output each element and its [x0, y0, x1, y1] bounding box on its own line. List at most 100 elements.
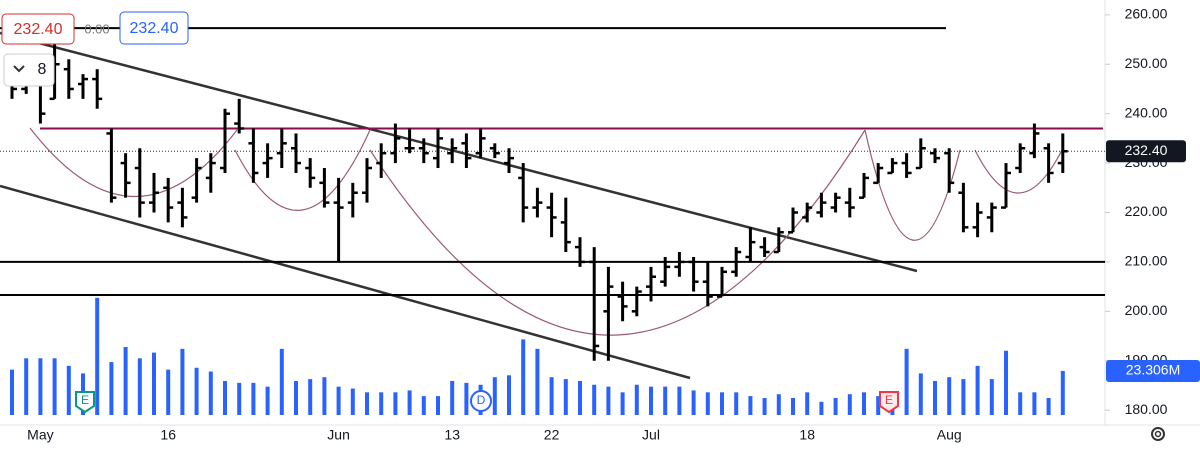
cup-arc: [234, 129, 371, 211]
event-label: E: [885, 393, 893, 407]
volume-bar: [776, 394, 781, 415]
settings-icon[interactable]: [1151, 427, 1165, 441]
volume-bar: [208, 371, 213, 415]
y-tick-label: 220.00: [1125, 203, 1168, 219]
volume-bar: [649, 386, 653, 415]
volume-bar: [862, 392, 866, 415]
volume-bar: [436, 396, 440, 415]
volume-bar: [634, 384, 639, 415]
y-tick-label: 210.00: [1125, 253, 1168, 269]
volume-bar: [393, 392, 398, 415]
x-tick-label: May: [27, 427, 53, 443]
legend-box: [119, 11, 189, 45]
gear-icon: [1151, 427, 1165, 441]
volume-bar: [294, 380, 298, 415]
volume-bar: [606, 386, 611, 415]
chevron-icon: [13, 65, 25, 73]
y-tick-label: 260.00: [1125, 6, 1168, 22]
volume-bar: [38, 358, 43, 415]
volume-bar: [535, 348, 540, 415]
event-label: D: [477, 393, 486, 407]
volume-bar: [961, 379, 966, 415]
legend-value: 232.40: [130, 20, 179, 37]
volume-bar: [52, 358, 57, 415]
event-marker: [470, 390, 492, 412]
volume-bar: [734, 392, 739, 415]
volume-bar: [677, 386, 682, 415]
volume-bar: [805, 392, 810, 415]
y-tick-label: 250.00: [1125, 55, 1168, 71]
y-tick-label: 180.00: [1125, 401, 1168, 417]
volume-bar: [137, 358, 142, 415]
volume-bar: [876, 396, 881, 415]
x-tick-label: Jul: [642, 427, 660, 443]
trend-line: [0, 184, 691, 380]
event-marker: [75, 391, 95, 414]
volume-bar: [24, 358, 29, 415]
volume-bar: [123, 346, 128, 415]
volume-bar: [308, 379, 313, 415]
volume-bar: [947, 377, 952, 415]
volume-bar: [1004, 350, 1008, 415]
x-tick-label: 13: [444, 427, 460, 443]
volume-bar: [705, 392, 710, 415]
interval-button[interactable]: [3, 53, 55, 87]
volume-bar: [421, 396, 426, 415]
cup-arc: [974, 149, 1063, 194]
legend: 232.40 0.00 232.40 8: [1, 11, 189, 87]
volume-bar: [762, 397, 767, 415]
volume-bar: [322, 377, 327, 415]
volume-bar: [10, 369, 14, 415]
volume-bar: [563, 379, 568, 415]
volume-bar: [223, 380, 227, 415]
volume-bar: [904, 348, 909, 415]
legend-value: 232.40: [14, 21, 63, 38]
volume-bar: [180, 348, 185, 415]
volume-bar: [507, 375, 511, 415]
volume-bar: [166, 369, 171, 415]
volume-bar: [691, 390, 696, 415]
volume-bar: [1032, 392, 1037, 415]
legend-value: 0.00: [84, 21, 109, 36]
volume-bar: [265, 386, 270, 415]
volume-bar: [791, 397, 795, 415]
volume-bar: [592, 384, 597, 415]
volume-bar: [819, 401, 824, 415]
volume-bar: [833, 397, 838, 415]
y-tick-label: 240.00: [1125, 104, 1168, 120]
last-price-label: 232.40: [1125, 142, 1168, 158]
volume-bar: [1060, 370, 1065, 415]
volume-bar: [237, 382, 242, 415]
volume-bar: [521, 339, 526, 415]
volume-bar: [350, 388, 355, 415]
gear-icon: [1154, 430, 1162, 438]
volume-bar: [720, 392, 724, 415]
x-tick-label: Aug: [937, 427, 962, 443]
event-marker: [879, 391, 899, 414]
volume-bar: [194, 367, 199, 415]
volume-bar: [549, 377, 554, 415]
volume-bar: [251, 382, 256, 415]
volume-bar: [109, 362, 114, 415]
volume-bar: [66, 365, 71, 415]
volume-bar: [365, 392, 369, 415]
volume-badge: [1106, 359, 1200, 382]
volume-bar: [620, 392, 625, 415]
x-tick-label: 22: [544, 427, 560, 443]
volume-bar: [95, 297, 100, 415]
x-tick-label: 16: [160, 427, 176, 443]
volume-bar: [492, 377, 497, 415]
x-tick-label: 18: [799, 427, 815, 443]
volume-bar: [663, 386, 668, 415]
volume-bar: [578, 380, 582, 415]
volume-bar: [975, 365, 980, 415]
volume-bar: [847, 394, 852, 415]
volume-bar: [933, 380, 937, 415]
volume-bar: [279, 348, 284, 415]
volume-bar: [450, 380, 455, 415]
event-label: E: [81, 393, 89, 407]
volume-label: 23.306M: [1126, 362, 1180, 378]
